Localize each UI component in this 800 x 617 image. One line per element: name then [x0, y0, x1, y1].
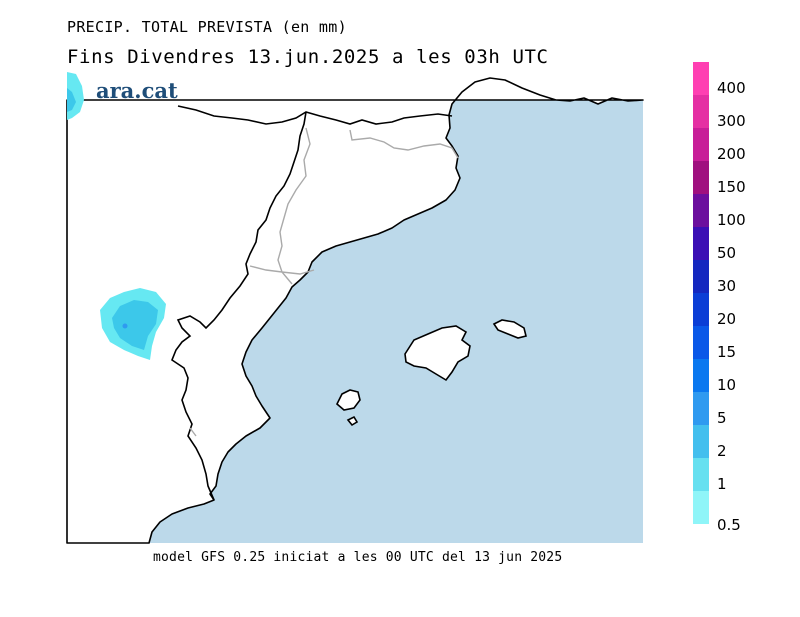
region-border-west — [171, 111, 307, 501]
legend-label: 10 — [717, 376, 737, 394]
ara-cat-logo: ara.cat — [96, 78, 178, 103]
island-formentera — [346, 415, 359, 427]
legend-swatch — [693, 128, 709, 161]
legend-label: 300 — [717, 112, 746, 130]
legend-swatch — [693, 359, 709, 392]
precip-area-corner-core — [67, 88, 76, 112]
legend-label: 2 — [717, 442, 727, 460]
legend-label: 0.5 — [717, 516, 741, 534]
map-valid-time: Fins Divendres 13.jun.2025 a les 03h UTC — [67, 46, 549, 68]
map-title: PRECIP. TOTAL PREVISTA (en mm) — [67, 18, 347, 36]
legend-swatch — [693, 491, 709, 524]
legend-swatch — [693, 392, 709, 425]
legend-swatch — [693, 161, 709, 194]
model-run-note: model GFS 0.25 iniciat a les 00 UTC del … — [153, 550, 563, 565]
legend-label: 100 — [717, 211, 746, 229]
island-eivissa — [336, 389, 361, 411]
legend-swatch — [693, 95, 709, 128]
legend-swatch — [693, 227, 709, 260]
legend-label: 20 — [717, 310, 737, 328]
precip-color-legend: 400 300 200 150 100 50 30 20 15 10 5 2 1 0.5 — [693, 62, 746, 534]
legend-label: 15 — [717, 343, 737, 361]
legend-label: 30 — [717, 277, 737, 295]
legend-swatch — [693, 194, 709, 227]
legend-swatch — [693, 293, 709, 326]
island-mallorca — [404, 325, 471, 382]
legend-label: 5 — [717, 409, 727, 427]
province-borders — [189, 127, 459, 437]
legend-label: 400 — [717, 79, 746, 97]
precip-cell — [122, 323, 128, 329]
legend-swatch — [693, 326, 709, 359]
legend-swatch — [693, 62, 709, 95]
legend-label: 50 — [717, 244, 737, 262]
legend-label: 1 — [717, 475, 727, 493]
legend-swatch — [693, 260, 709, 293]
legend-swatch — [693, 458, 709, 491]
precip-area-moderate — [112, 300, 158, 350]
legend-swatch — [693, 425, 709, 458]
legend-label: 200 — [717, 145, 746, 163]
legend-label: 150 — [717, 178, 746, 196]
island-menorca — [492, 319, 527, 339]
state-border — [177, 105, 453, 125]
land-mainland — [66, 77, 644, 544]
